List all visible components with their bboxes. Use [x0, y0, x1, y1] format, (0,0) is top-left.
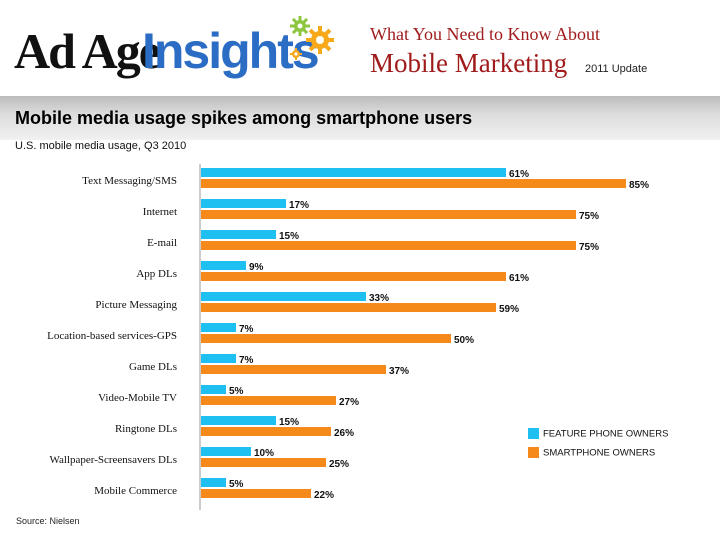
- data-label: 61%: [509, 273, 529, 284]
- data-label: 22%: [314, 490, 334, 501]
- data-label: 15%: [279, 417, 299, 428]
- bar-smartphone: [201, 303, 496, 312]
- data-label: 10%: [254, 448, 274, 459]
- bar-smartphone: [201, 179, 626, 188]
- bar-feature-phone: [201, 323, 236, 332]
- logo-insights: Insights: [142, 23, 320, 79]
- category-label: Video-Mobile TV: [98, 392, 177, 404]
- bar-smartphone: [201, 210, 576, 219]
- data-label: 9%: [249, 262, 264, 273]
- bar-feature-phone: [201, 385, 226, 394]
- data-label: 7%: [239, 355, 254, 366]
- gears-icon: [290, 16, 334, 60]
- data-label: 25%: [329, 459, 349, 470]
- data-label: 37%: [389, 366, 409, 377]
- data-label: 33%: [369, 293, 389, 304]
- bar-smartphone: [201, 396, 336, 405]
- data-label: 7%: [239, 324, 254, 335]
- data-label: 5%: [229, 479, 244, 490]
- bar-feature-phone: [201, 230, 276, 239]
- bar-feature-phone: [201, 168, 506, 177]
- legend-smartphone-label: SMARTPHONE OWNERS: [543, 447, 656, 459]
- chart-title: Mobile media usage spikes among smartpho…: [15, 108, 473, 128]
- title-band: [0, 96, 720, 140]
- source-note: Source: Nielsen: [16, 516, 80, 526]
- data-label: 27%: [339, 397, 359, 408]
- data-label: 61%: [509, 169, 529, 180]
- bar-feature-phone: [201, 447, 251, 456]
- data-label: 26%: [334, 428, 354, 439]
- header-line-2: Mobile Marketing: [370, 48, 568, 78]
- bar-smartphone: [201, 489, 311, 498]
- legend-smartphone: SMARTPHONE OWNERS: [528, 444, 656, 459]
- data-label: 5%: [229, 386, 244, 397]
- category-label: Game DLs: [129, 361, 177, 373]
- bar-smartphone: [201, 334, 451, 343]
- bar-feature-phone: [201, 354, 236, 363]
- bar-smartphone: [201, 365, 386, 374]
- data-label: 75%: [579, 211, 599, 222]
- legend-feature-phone: FEATURE PHONE OWNERS: [528, 425, 669, 440]
- data-label: 75%: [579, 242, 599, 253]
- bar-smartphone: [201, 241, 576, 250]
- header-line-1: What You Need to Know About: [370, 24, 600, 44]
- bar-feature-phone: [201, 478, 226, 487]
- bar-feature-phone: [201, 199, 286, 208]
- category-label: Text Messaging/SMS: [82, 175, 177, 187]
- bar-smartphone: [201, 272, 506, 281]
- chart-subtitle: U.S. mobile media usage, Q3 2010: [15, 140, 187, 152]
- category-label: Ringtone DLs: [115, 423, 177, 435]
- bar-feature-phone: [201, 261, 246, 270]
- category-label: Internet: [143, 206, 177, 218]
- logo-ad-age: Ad Age: [14, 23, 161, 79]
- data-label: 85%: [629, 180, 649, 191]
- category-label: Location-based services-GPS: [47, 330, 177, 342]
- bar-feature-phone: [201, 416, 276, 425]
- category-label: Mobile Commerce: [94, 485, 177, 497]
- legend-feature-label: FEATURE PHONE OWNERS: [543, 428, 669, 440]
- category-label: App DLs: [136, 268, 177, 280]
- bar-smartphone: [201, 427, 331, 436]
- data-label: 59%: [499, 304, 519, 315]
- data-label: 50%: [454, 335, 474, 346]
- category-label: Picture Messaging: [95, 299, 177, 311]
- data-label: 15%: [279, 231, 299, 242]
- category-label: Wallpaper-Screensavers DLs: [50, 454, 177, 466]
- category-label: E-mail: [147, 237, 177, 249]
- legend-feature-swatch: [528, 428, 539, 440]
- bar-smartphone: [201, 458, 326, 467]
- data-label: 17%: [289, 200, 309, 211]
- legend-smartphone-swatch: [528, 447, 539, 459]
- header-update: 2011 Update: [585, 63, 648, 75]
- bar-feature-phone: [201, 292, 366, 301]
